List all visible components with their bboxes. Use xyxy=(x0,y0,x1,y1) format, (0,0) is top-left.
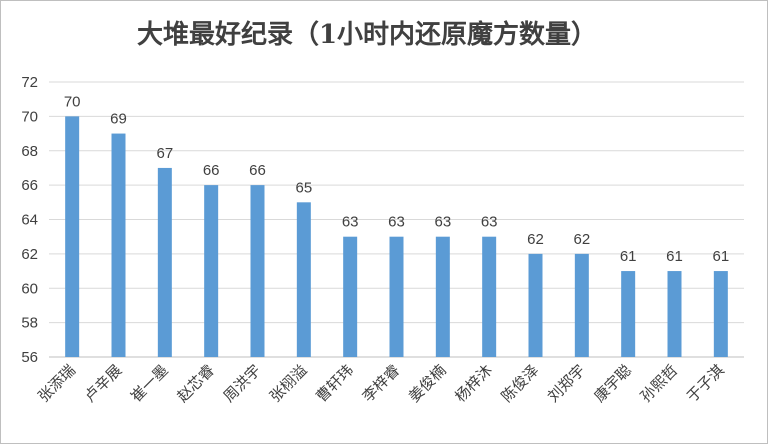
category-label: 张栩溢 xyxy=(266,361,311,406)
category-label: 曹轩玮 xyxy=(312,361,357,406)
y-axis-ticks: 56 58 60 62 64 66 68 70 72 xyxy=(21,74,38,366)
data-label: 65 xyxy=(295,179,312,196)
y-tick-label: 56 xyxy=(21,349,38,366)
data-label: 63 xyxy=(481,214,498,231)
y-tick-label: 70 xyxy=(21,108,38,125)
bar xyxy=(296,202,311,357)
bar xyxy=(435,236,450,357)
bar xyxy=(65,116,80,357)
data-label: 66 xyxy=(203,162,220,179)
data-label: 61 xyxy=(712,248,729,265)
y-tick-label: 64 xyxy=(21,212,38,229)
category-label: 陈俊泽 xyxy=(498,361,543,406)
y-tick-label: 66 xyxy=(21,177,38,194)
y-tick-label: 60 xyxy=(21,280,38,297)
bar xyxy=(111,133,126,357)
bar xyxy=(343,236,358,357)
bar xyxy=(667,271,682,357)
bar xyxy=(250,185,265,357)
category-label: 张添瑞 xyxy=(34,361,79,406)
bar xyxy=(713,271,728,357)
data-label: 61 xyxy=(620,248,637,265)
category-label: 康宇聪 xyxy=(590,361,635,406)
chart-title: 大堆最好纪录（1小时内还原魔方数量） xyxy=(137,19,597,50)
data-label: 66 xyxy=(249,162,266,179)
bar xyxy=(621,271,636,357)
data-label: 70 xyxy=(64,93,81,110)
data-label: 63 xyxy=(388,214,405,231)
data-label: 63 xyxy=(434,214,451,231)
category-label: 于子淇 xyxy=(683,361,728,406)
data-label: 62 xyxy=(527,231,544,248)
category-label: 赵芯睿 xyxy=(173,361,218,406)
category-label: 崔一墨 xyxy=(127,361,172,406)
bar xyxy=(574,253,589,357)
data-label: 62 xyxy=(573,231,590,248)
category-label: 刘郑宇 xyxy=(544,361,589,406)
category-label: 孙熙哲 xyxy=(637,361,682,406)
category-label: 姜俊楠 xyxy=(405,361,450,406)
bar xyxy=(389,236,404,357)
bars xyxy=(65,116,728,357)
bar xyxy=(204,185,219,357)
y-tick-label: 72 xyxy=(21,74,38,91)
data-label: 69 xyxy=(110,111,127,128)
category-label: 周洪宇 xyxy=(220,361,265,406)
category-label: 杨梓沐 xyxy=(451,361,496,406)
data-label: 63 xyxy=(342,214,359,231)
bar xyxy=(157,167,172,357)
bar xyxy=(482,236,497,357)
data-label: 67 xyxy=(156,145,173,162)
y-tick-label: 62 xyxy=(21,246,38,263)
y-tick-label: 58 xyxy=(21,315,38,332)
category-labels: 张添瑞 卢辛展 崔一墨 赵芯睿 周洪宇 张栩溢 曹轩玮 李梓睿 姜俊楠 杨梓沐 陈俊泽 刘郑宇 康宇聪孙… xyxy=(34,361,727,406)
category-label: 李梓睿 xyxy=(359,361,404,406)
bar xyxy=(528,253,543,357)
data-labels: 70 69 67 66 66 65 63 63 63 63 62 62 61 61 61 xyxy=(64,93,729,265)
y-tick-label: 68 xyxy=(21,143,38,160)
data-label: 61 xyxy=(666,248,683,265)
category-label: 卢辛展 xyxy=(81,361,126,406)
